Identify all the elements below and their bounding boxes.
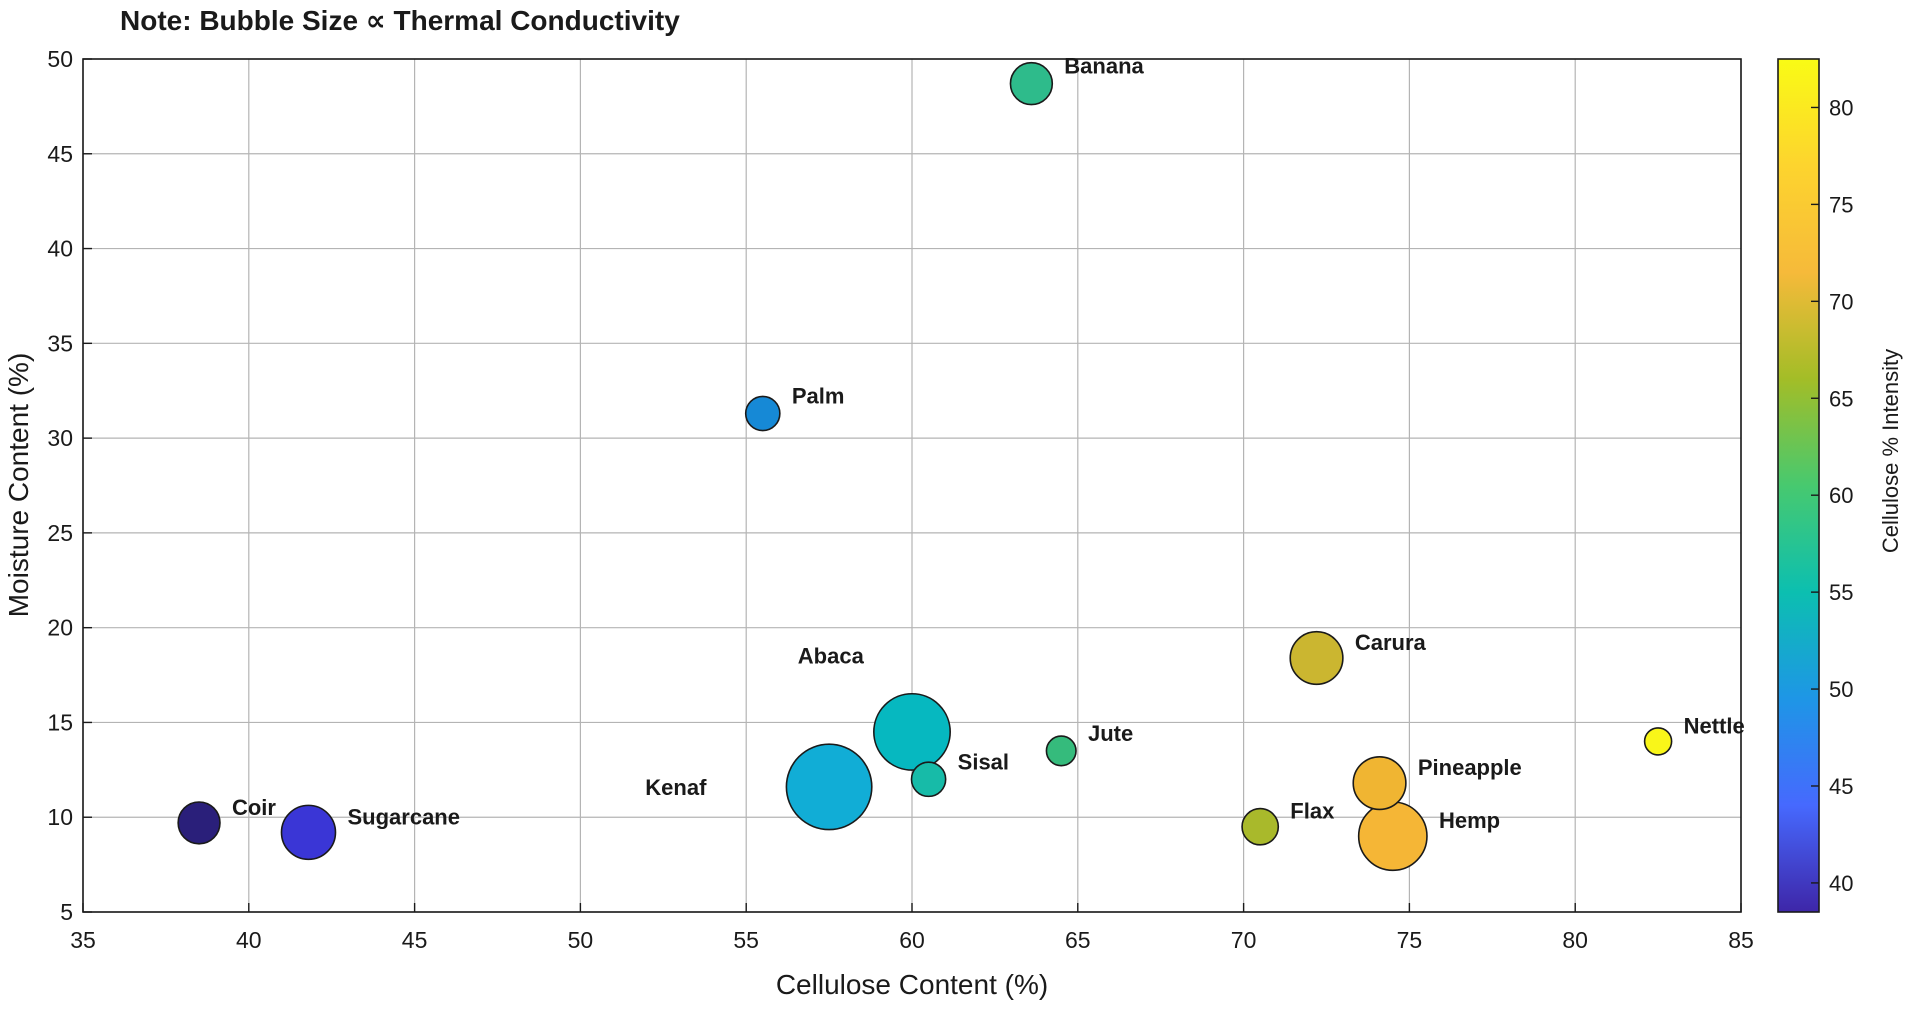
x-tick-label: 55 [733,927,759,953]
y-tick-label: 45 [47,141,73,167]
bubble-kenaf [785,743,873,831]
y-tick-label: 35 [47,330,73,356]
y-tick-label: 30 [47,425,73,451]
bubble-nettle [1643,727,1673,756]
x-tick-label: 75 [1397,927,1423,953]
y-tick-label: 15 [47,709,73,735]
colorbar-gradient [1777,58,1820,913]
colorbar-tick-label: 70 [1829,289,1853,314]
bubble-label-hemp: Hemp [1439,808,1500,833]
chart-title: Note: Bubble Size ∝ Thermal Conductivity [120,5,680,36]
bubble-label-banana: Banana [1064,54,1144,79]
bubble-label-jute: Jute [1088,721,1133,746]
x-tick-label: 40 [236,927,262,953]
bubble-label-nettle: Nettle [1684,713,1745,738]
bubble-hemp [1357,801,1428,872]
x-tick-label: 65 [1065,927,1091,953]
bubble-label-sisal: Sisal [958,749,1009,774]
y-tick-label: 50 [47,46,73,72]
bubble-banana [1009,61,1054,106]
x-tick-label: 50 [568,927,594,953]
bubble-palm [744,395,781,432]
y-tick-label: 40 [47,236,73,262]
colorbar-tick-label: 40 [1829,871,1853,896]
x-tick-label: 45 [402,927,428,953]
bubble-label-abaca: Abaca [798,644,865,669]
axis-ticks: 35 40 45 50 55 60 65 70 75 80 85 5 10 15 20 25 30 35 40 45 5… [47,46,1753,953]
bubble-pineapple [1352,755,1407,811]
x-tick-label: 70 [1231,927,1257,953]
bubble-label-sugarcane: Sugarcane [347,804,460,829]
colorbar-tick-label: 60 [1829,483,1853,508]
colorbar-tick-label: 80 [1829,95,1853,120]
y-axis-label: Moisture Content (%) [3,353,34,618]
x-tick-label: 80 [1562,927,1588,953]
bubble-label-kenaf: Kenaf [645,775,707,800]
bubble-label-palm: Palm [792,383,845,408]
x-tick-label: 35 [70,927,96,953]
y-tick-label: 5 [60,899,73,925]
y-tick-label: 25 [47,520,73,546]
bubbles [177,61,1673,872]
x-tick-label: 85 [1728,927,1754,953]
bubble-abaca [873,692,951,771]
colorbar-label: Cellulose % Intensity [1878,349,1903,553]
bubble-coir [177,801,221,845]
y-tick-label: 10 [47,804,73,830]
colorbar-tick-label: 65 [1829,386,1853,411]
bubble-label-flax: Flax [1290,799,1335,824]
colorbar-tick-label: 45 [1829,774,1853,799]
bubble-jute [1045,735,1077,767]
bubble-label-pineapple: Pineapple [1418,755,1522,780]
bubble-carura [1289,630,1344,686]
y-tick-label: 20 [47,615,73,641]
bubble-label-carura: Carura [1355,630,1427,655]
colorbar-tick-label: 50 [1829,677,1853,702]
bubble-sugarcane [280,804,337,861]
bubble-labels: Coir Sugarcane Palm Kenaf Abaca Sisal Banana Ju… [232,54,1745,834]
colorbar: 40 45 50 55 60 65 70 75 80 [1777,58,1853,913]
bubble-label-coir: Coir [232,795,276,820]
x-axis-label: Cellulose Content (%) [776,969,1048,1000]
colorbar-tick-label: 55 [1829,580,1853,605]
colorbar-tick-label: 75 [1829,192,1853,217]
x-tick-label: 60 [899,927,925,953]
bubble-flax [1241,807,1280,846]
bubble-sisal [910,761,947,798]
